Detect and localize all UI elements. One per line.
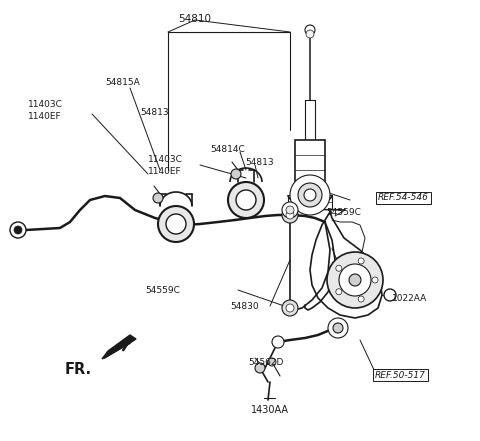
- Circle shape: [228, 182, 264, 218]
- Text: 54559C: 54559C: [326, 208, 361, 217]
- Circle shape: [286, 304, 294, 312]
- Circle shape: [153, 193, 163, 203]
- Circle shape: [336, 289, 342, 295]
- Circle shape: [282, 202, 298, 218]
- Circle shape: [166, 214, 186, 234]
- Circle shape: [372, 277, 378, 283]
- Circle shape: [298, 183, 322, 207]
- Circle shape: [236, 190, 256, 210]
- Circle shape: [384, 289, 396, 301]
- Text: REF.54-546: REF.54-546: [378, 194, 429, 202]
- Bar: [288, 195, 332, 209]
- Text: 1140EF: 1140EF: [148, 167, 181, 176]
- Text: 1430AA: 1430AA: [251, 405, 289, 415]
- Text: REF.50-517: REF.50-517: [375, 370, 426, 380]
- Circle shape: [268, 358, 276, 366]
- Circle shape: [272, 336, 284, 348]
- Text: 11403C: 11403C: [28, 100, 63, 109]
- Circle shape: [282, 300, 298, 316]
- Polygon shape: [102, 335, 136, 359]
- Circle shape: [290, 175, 330, 215]
- Circle shape: [328, 318, 348, 338]
- Circle shape: [282, 207, 298, 223]
- Circle shape: [336, 265, 342, 271]
- Text: 54814C: 54814C: [210, 145, 245, 154]
- Text: 54813: 54813: [140, 108, 168, 117]
- Text: 54562D: 54562D: [248, 358, 283, 367]
- Text: 1140EF: 1140EF: [28, 112, 61, 121]
- Circle shape: [349, 274, 361, 286]
- Circle shape: [358, 296, 364, 302]
- Bar: [295, 140, 325, 195]
- Text: 11403C: 11403C: [148, 155, 183, 164]
- Circle shape: [333, 323, 343, 333]
- Circle shape: [255, 363, 265, 373]
- Circle shape: [10, 222, 26, 238]
- Circle shape: [286, 211, 294, 219]
- Text: 54559C: 54559C: [145, 286, 180, 295]
- Text: 54815A: 54815A: [105, 78, 140, 87]
- Circle shape: [14, 226, 22, 234]
- Circle shape: [286, 206, 294, 214]
- Circle shape: [158, 206, 194, 242]
- Text: 54830: 54830: [230, 302, 259, 311]
- Circle shape: [306, 30, 314, 38]
- Circle shape: [339, 264, 371, 296]
- Circle shape: [304, 189, 316, 201]
- Circle shape: [305, 25, 315, 35]
- Text: FR.: FR.: [65, 362, 92, 377]
- Circle shape: [231, 169, 241, 179]
- Circle shape: [358, 258, 364, 264]
- Text: 1022AA: 1022AA: [392, 294, 427, 303]
- Text: 54810: 54810: [179, 14, 212, 24]
- Circle shape: [327, 252, 383, 308]
- Text: 54813: 54813: [245, 158, 274, 167]
